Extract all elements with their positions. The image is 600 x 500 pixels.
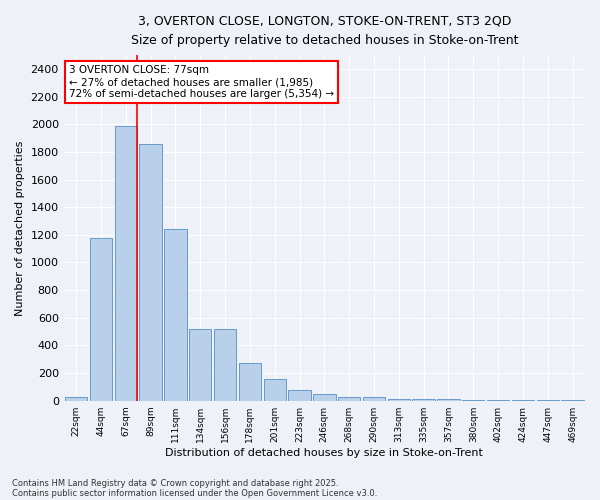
Bar — [289, 390, 311, 400]
Bar — [313, 394, 335, 400]
Bar — [338, 396, 361, 400]
Bar — [164, 228, 187, 400]
Bar — [90, 238, 112, 400]
Text: 3 OVERTON CLOSE: 77sqm
← 27% of detached houses are smaller (1,985)
72% of semi-: 3 OVERTON CLOSE: 77sqm ← 27% of detached… — [69, 66, 334, 98]
Bar — [65, 398, 87, 400]
Bar — [363, 398, 385, 400]
Bar — [139, 144, 162, 400]
Bar — [214, 329, 236, 400]
Bar — [239, 364, 261, 401]
Bar — [263, 380, 286, 400]
X-axis label: Distribution of detached houses by size in Stoke-on-Trent: Distribution of detached houses by size … — [166, 448, 483, 458]
Text: Contains public sector information licensed under the Open Government Licence v3: Contains public sector information licen… — [12, 488, 377, 498]
Bar — [388, 398, 410, 400]
Bar — [412, 399, 435, 400]
Y-axis label: Number of detached properties: Number of detached properties — [15, 140, 25, 316]
Bar — [189, 329, 211, 400]
Text: Contains HM Land Registry data © Crown copyright and database right 2025.: Contains HM Land Registry data © Crown c… — [12, 478, 338, 488]
Bar — [115, 126, 137, 400]
Title: 3, OVERTON CLOSE, LONGTON, STOKE-ON-TRENT, ST3 2QD
Size of property relative to : 3, OVERTON CLOSE, LONGTON, STOKE-ON-TREN… — [131, 15, 518, 47]
